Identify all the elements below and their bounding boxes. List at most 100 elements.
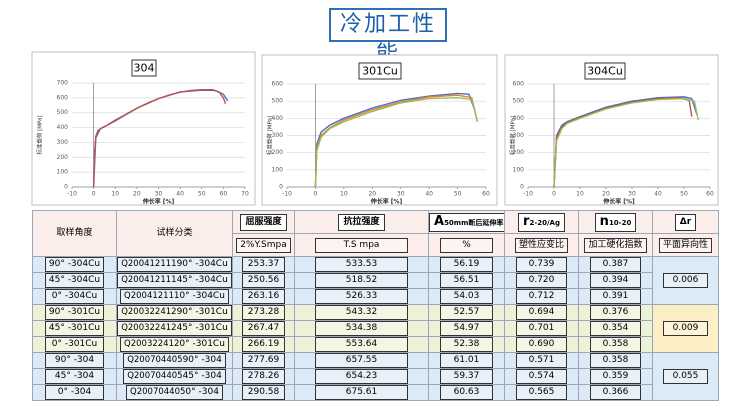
value: 290.58 <box>242 385 285 400</box>
value: 253.37 <box>242 257 285 272</box>
value-cell: 0.565 <box>504 384 579 401</box>
header-label: 试样分类 <box>156 228 193 238</box>
chart-title: 301Cu <box>362 65 398 78</box>
value: 0.571 <box>515 353 568 368</box>
angle: 90° -301Cu <box>44 305 105 320</box>
y-axis-label: 标准载荷 [MPa] <box>266 116 274 155</box>
value-cell: 0.701 <box>504 320 579 337</box>
angle-cell: 45° -301Cu <box>32 320 117 337</box>
header-unit: 平面异向性 <box>658 237 712 253</box>
header-label-box: r2-20/Ag <box>518 212 565 232</box>
header-label: 取样角度 <box>56 228 93 238</box>
y-axis-label: 标准载荷 [MPa] <box>36 115 44 154</box>
value-cell: 253.37 <box>232 256 295 273</box>
header-label-box: A50mm断后延伸率 <box>429 212 504 232</box>
x-tick-label: 60 <box>220 191 228 198</box>
value-cell: 526.33 <box>294 288 429 305</box>
y-tick-label: 100 <box>272 166 284 173</box>
sample-box: Q20070440590° -304 <box>123 353 226 368</box>
angle: 45° -304Cu <box>44 273 105 288</box>
value: 0.358 <box>589 353 642 368</box>
value-cell: 675.61 <box>294 384 429 401</box>
value-cell: 0.394 <box>578 272 653 289</box>
value-cell: 534.38 <box>294 320 429 337</box>
data-row: 45° -301Cu Q20032241245° -301Cu 267.47 534.… <box>32 320 719 337</box>
value-cell: 0.694 <box>504 304 579 321</box>
angle-cell: 90° -304Cu <box>32 256 117 273</box>
header-label-box: 抗拉强度 <box>338 213 385 231</box>
value: 278.26 <box>242 369 285 384</box>
x-tick-label: 0 <box>314 191 318 198</box>
data-row: 90° -304 Q20070440590° -304 277.69 657.55 61… <box>32 352 719 401</box>
value-cell: 0.571 <box>504 352 579 369</box>
header-unit-cell: 加工硬化指数 <box>578 233 653 257</box>
header-label-box: Δr <box>674 213 697 231</box>
value: 263.16 <box>242 289 285 304</box>
value: 543.32 <box>314 305 409 320</box>
chart-title-box <box>131 59 157 77</box>
angle-cell: 45° -304 <box>32 368 117 385</box>
header-cell: 取样角度 <box>32 210 117 257</box>
value: 54.03 <box>440 289 493 304</box>
data-row: 45° -304 Q20070440545° -304 278.26 654.23 59… <box>32 368 719 385</box>
angle-cell: 90° -304 <box>32 352 117 369</box>
y-tick-label: 0 <box>64 184 68 191</box>
data-row: 0° -304 Q2007044050° -304 290.58 675.61 60.6… <box>32 384 719 401</box>
value: 0.690 <box>515 337 568 352</box>
sample-code: Q200412111 <box>124 291 180 301</box>
sample-box: Q20041211190° -304Cu <box>117 257 232 272</box>
header-label: Δr <box>679 216 692 227</box>
y-tick-label: 200 <box>57 154 69 161</box>
y-tick-label: 300 <box>57 139 69 146</box>
y-tick-label: 600 <box>57 94 69 101</box>
sample-box: Q20032241290° -301Cu <box>117 305 232 320</box>
header-cell: A50mm断后延伸率 <box>428 210 505 234</box>
value: 273.28 <box>242 305 285 320</box>
value-cell: 61.01 <box>428 352 505 369</box>
sample-cell: Q20070440545° -304 <box>116 368 233 385</box>
header-label: n <box>599 213 609 229</box>
value: 0.712 <box>515 289 568 304</box>
x-tick-label: 40 <box>654 191 662 198</box>
y-tick-label: 500 <box>57 109 69 116</box>
header-label-sub: 10-20 <box>608 218 632 227</box>
sample-box: Q2003224120° -301Cu <box>120 337 229 352</box>
sample-cell: Q20032241245° -301Cu <box>116 320 233 337</box>
value-cell: 56.51 <box>428 272 505 289</box>
sample-box: Q2007044050° -304 <box>126 385 223 400</box>
value-cell: 278.26 <box>232 368 295 385</box>
data-table: 取样角度 试样分类 屈服强度 抗拉强度 A50mm断后延伸率 r2-20/Ag n10-20… <box>32 210 719 401</box>
sample-cell: Q2004121110° -304Cu <box>116 288 233 305</box>
header-label: A <box>434 213 445 229</box>
header-label-sub: 50mm断后延伸率 <box>444 218 504 227</box>
value-cell: 0.574 <box>504 368 579 385</box>
x-tick-label: 50 <box>198 191 206 198</box>
header-cell: n10-20 <box>578 210 653 234</box>
sample-cell: Q20041211145° -304Cu <box>116 272 233 289</box>
header-label: r <box>523 213 530 229</box>
chart-title: 304 <box>134 62 155 75</box>
y-tick-label: 100 <box>57 169 69 176</box>
y-tick-label: 100 <box>513 166 525 173</box>
y-tick-label: 600 <box>513 81 525 88</box>
delta-r-cell: 0.009 <box>652 304 719 353</box>
x-tick-label: 0 <box>552 191 556 198</box>
value-cell: 273.28 <box>232 304 295 321</box>
header-label-box: 屈服强度 <box>240 213 287 231</box>
value: 0.366 <box>589 385 642 400</box>
x-tick-label: 10 <box>340 191 348 198</box>
value: 0.387 <box>589 257 642 272</box>
value: 0.376 <box>589 305 642 320</box>
x-tick-label: -10 <box>67 191 77 198</box>
x-tick-label: 30 <box>628 191 636 198</box>
value: 0.565 <box>515 385 568 400</box>
data-row: 90° -304Cu Q20041211190° -304Cu 253.37 533.… <box>32 256 719 305</box>
y-tick-label: 200 <box>272 149 284 156</box>
y-tick-label: 700 <box>57 80 69 87</box>
value-cell: 0.720 <box>504 272 579 289</box>
sample-cell: Q2003224120° -301Cu <box>116 336 233 353</box>
header-cell: 抗拉强度 <box>294 210 429 234</box>
sample-code: Q200412111 <box>121 259 177 269</box>
value: 0.739 <box>515 257 568 272</box>
chart-panel <box>261 54 498 206</box>
